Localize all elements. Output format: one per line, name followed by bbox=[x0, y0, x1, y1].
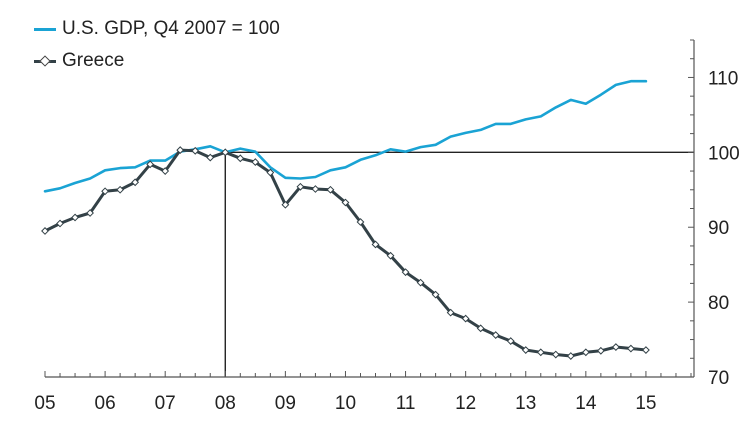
data-point-greece bbox=[642, 346, 650, 354]
data-point-greece bbox=[41, 227, 49, 235]
data-point-greece bbox=[596, 346, 605, 355]
series-layer bbox=[43, 79, 648, 358]
legend-label-us-gdp: U.S. GDP, Q4 2007 = 100 bbox=[62, 18, 280, 39]
data-point-greece bbox=[176, 146, 185, 154]
data-point-greece bbox=[536, 348, 545, 357]
x-tick-label: 05 bbox=[34, 393, 55, 414]
x-tick-label: 06 bbox=[95, 393, 116, 414]
data-point-greece bbox=[86, 209, 94, 217]
y-tick-label: 70 bbox=[708, 368, 729, 389]
data-point-greece bbox=[461, 314, 470, 323]
data-point-greece bbox=[551, 350, 560, 359]
x-tick-label: 14 bbox=[575, 393, 597, 414]
data-point-greece bbox=[161, 167, 170, 175]
data-point-greece bbox=[611, 343, 620, 351]
data-point-greece bbox=[581, 348, 590, 357]
axes: 05 06 07 08 09 10 11 12 13 14 15 70 80 90 100 110 bbox=[34, 39, 740, 414]
data-point-greece bbox=[71, 213, 79, 222]
data-point-greece bbox=[386, 251, 395, 260]
x-tick-label: 08 bbox=[215, 393, 236, 414]
y-tick-label: 100 bbox=[708, 143, 740, 164]
data-point-greece bbox=[131, 178, 140, 187]
series-line-us-gdp bbox=[43, 79, 648, 193]
data-point-greece bbox=[401, 268, 410, 277]
x-tick-label: 13 bbox=[515, 393, 536, 414]
data-point-greece bbox=[251, 158, 260, 166]
data-point-greece bbox=[416, 278, 425, 287]
data-point-greece bbox=[431, 290, 440, 299]
data-point-greece bbox=[296, 182, 305, 191]
data-point-greece bbox=[311, 185, 320, 193]
y-tick-label: 110 bbox=[708, 68, 738, 89]
x-tick-label: 15 bbox=[635, 393, 656, 414]
legend-item-us-gdp: U.S. GDP, Q4 2007 = 100 bbox=[34, 18, 280, 40]
legend-swatch-us-gdp bbox=[34, 27, 56, 31]
x-tick-label: 09 bbox=[275, 393, 296, 414]
data-point-greece bbox=[326, 185, 335, 194]
x-tick-label: 10 bbox=[335, 393, 356, 414]
diamond-marker-icon bbox=[39, 54, 51, 67]
data-point-greece bbox=[476, 324, 485, 333]
data-point-greece bbox=[221, 148, 230, 157]
data-point-greece bbox=[566, 352, 575, 360]
data-point-greece bbox=[491, 331, 500, 339]
data-point-greece bbox=[281, 200, 290, 209]
legend-item-greece: Greece bbox=[34, 50, 124, 72]
x-tick-label: 12 bbox=[455, 393, 476, 414]
data-point-greece bbox=[101, 187, 109, 196]
data-point-greece bbox=[356, 218, 365, 226]
x-tick-label: 07 bbox=[155, 393, 176, 414]
data-point-greece bbox=[56, 219, 64, 228]
y-tick-label: 80 bbox=[708, 293, 729, 314]
data-point-greece bbox=[446, 308, 455, 317]
data-point-greece bbox=[116, 185, 125, 194]
legend-label-greece: Greece bbox=[62, 50, 125, 71]
data-point-greece bbox=[506, 337, 515, 345]
data-point-greece bbox=[521, 346, 530, 354]
legend-swatch-greece bbox=[34, 54, 56, 67]
data-point-greece bbox=[266, 168, 275, 177]
data-point-greece bbox=[236, 154, 245, 163]
reference-lines bbox=[224, 151, 694, 377]
data-point-greece bbox=[191, 146, 200, 155]
data-point-greece bbox=[341, 198, 350, 207]
data-point-greece bbox=[206, 153, 215, 162]
data-point-greece bbox=[626, 344, 635, 353]
data-point-greece bbox=[371, 240, 380, 249]
y-tick-label: 90 bbox=[708, 218, 729, 239]
marker-layer bbox=[41, 146, 650, 360]
x-tick-label: 11 bbox=[396, 393, 416, 414]
data-point-greece bbox=[146, 160, 155, 169]
